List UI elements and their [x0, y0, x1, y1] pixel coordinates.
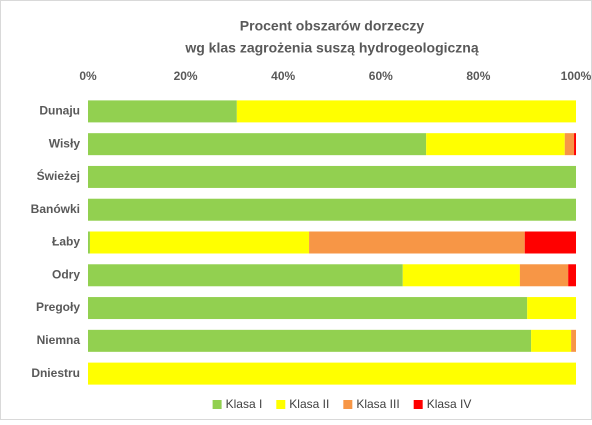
x-tick-label: 40% — [271, 69, 295, 83]
bar-segment — [564, 133, 575, 156]
bar-segment — [88, 264, 403, 287]
bar-segment — [571, 329, 576, 352]
legend-swatch — [212, 400, 222, 409]
y-tick-label: Dniestru — [31, 366, 80, 380]
bar-segment — [88, 133, 427, 156]
chart-title: Procent obszarów dorzeczy — [240, 18, 425, 34]
bar-segment — [88, 297, 528, 320]
y-tick-label: Wisły — [49, 136, 81, 150]
bar-segment — [524, 231, 576, 254]
bar-segment — [88, 165, 576, 188]
legend-label: Klasa II — [289, 397, 329, 411]
y-tick-label: Banówki — [31, 202, 80, 216]
bar-segment — [519, 264, 569, 287]
bar-segment — [527, 297, 576, 320]
legend-label: Klasa IV — [427, 397, 472, 411]
chart-title: wg klas zagrożenia suszą hydrogeologiczn… — [184, 40, 479, 56]
legend-swatch — [413, 400, 423, 409]
bar-segment — [402, 264, 520, 287]
y-tick-label: Świeżej — [37, 168, 80, 183]
bar-segment — [531, 329, 572, 352]
y-tick-label: Łaby — [52, 235, 80, 249]
legend-label: Klasa III — [356, 397, 399, 411]
legend-swatch — [276, 400, 286, 409]
x-tick-label: 0% — [79, 69, 97, 83]
y-tick-label: Dunaju — [39, 104, 80, 118]
bar-segment — [236, 100, 576, 123]
bar-segment — [88, 329, 532, 352]
bar-segment — [88, 362, 576, 385]
x-tick-label: 60% — [369, 69, 393, 83]
x-tick-label: 80% — [466, 69, 490, 83]
bar-segment — [574, 133, 576, 156]
bar-segment — [88, 231, 90, 254]
bar-segment — [89, 231, 310, 254]
x-tick-label: 100% — [561, 69, 592, 83]
y-tick-label: Odry — [52, 267, 80, 281]
bar-segment — [88, 198, 576, 221]
bar-segment — [309, 231, 525, 254]
bar-segment — [426, 133, 565, 156]
x-tick-label: 20% — [174, 69, 198, 83]
y-tick-label: Pregoły — [36, 300, 80, 314]
bar-segment — [568, 264, 576, 287]
legend-swatch — [343, 400, 353, 409]
bar-segment — [88, 100, 237, 123]
y-tick-label: Niemna — [37, 333, 81, 347]
legend-label: Klasa I — [226, 397, 263, 411]
